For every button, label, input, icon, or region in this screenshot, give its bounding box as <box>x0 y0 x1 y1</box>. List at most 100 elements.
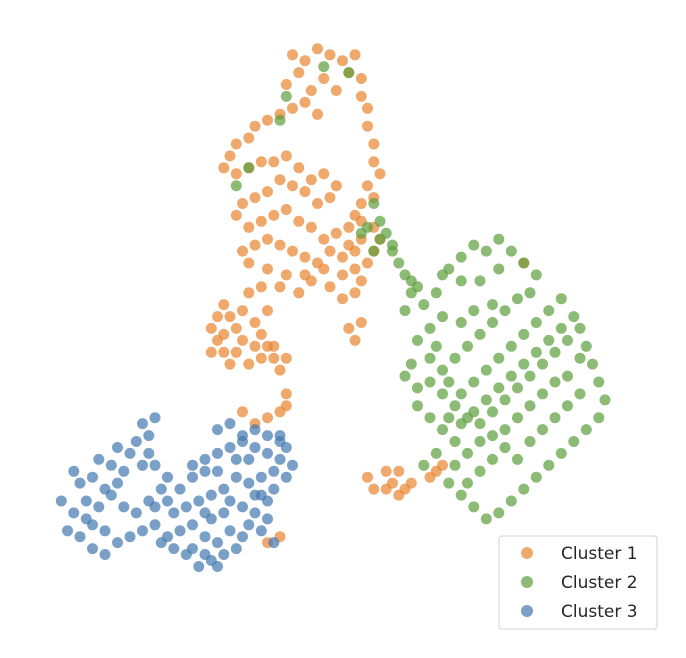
point-s2-43 <box>512 382 523 394</box>
point-s3-76 <box>199 465 211 477</box>
point-s1-33 <box>230 168 242 180</box>
point-s1-86 <box>274 281 286 293</box>
point-s1-5 <box>349 49 361 61</box>
point-s1-0 <box>287 49 298 61</box>
point-s2-131 <box>574 352 586 364</box>
point-s1-21 <box>355 198 367 209</box>
point-s2-26 <box>505 245 517 257</box>
point-s3-50 <box>262 447 273 459</box>
point-s2-111 <box>455 418 467 430</box>
point-s2-44 <box>524 370 536 382</box>
legend-label-2: Cluster 2 <box>561 573 638 593</box>
legend-marker-2 <box>521 576 533 588</box>
point-s1-2 <box>312 43 323 55</box>
point-s1-84 <box>305 275 317 287</box>
point-s2-45 <box>537 358 548 370</box>
point-s2-56 <box>555 447 567 459</box>
point-s2-108 <box>493 382 505 394</box>
point-s2-46 <box>549 346 561 358</box>
point-s1-72 <box>262 263 273 275</box>
point-s1-87 <box>255 281 267 293</box>
point-s1-54 <box>280 204 292 215</box>
point-s3-34 <box>193 561 205 572</box>
point-s3-20 <box>112 537 123 549</box>
point-s3-54 <box>243 477 255 489</box>
point-s1-28 <box>249 120 261 132</box>
point-s3-22 <box>137 525 148 537</box>
point-s1-104 <box>255 328 267 340</box>
point-s2-73 <box>537 424 548 436</box>
point-s2-110 <box>468 406 480 418</box>
point-s1-25 <box>287 102 298 114</box>
point-s3-99 <box>262 495 273 507</box>
point-s2-11 <box>412 334 423 346</box>
point-s2-68 <box>474 436 486 447</box>
point-s1-109 <box>268 340 280 352</box>
point-s3-97 <box>224 418 236 430</box>
point-s1-3 <box>324 49 336 61</box>
point-s2-66 <box>449 459 461 471</box>
point-s2-19 <box>474 328 486 340</box>
point-s3-52 <box>268 465 280 477</box>
point-s1-89 <box>337 293 348 305</box>
point-s1-48 <box>249 192 261 204</box>
point-s2-76 <box>574 388 586 400</box>
point-s1-18 <box>374 168 386 180</box>
point-s2-17 <box>449 352 461 364</box>
point-s2-69 <box>487 430 498 442</box>
point-s1-70 <box>237 245 248 257</box>
point-s1-76 <box>337 269 348 281</box>
point-s1-16 <box>368 138 380 150</box>
point-s1-125 <box>349 334 361 346</box>
point-s2-109 <box>480 394 492 406</box>
point-s3-70 <box>280 442 292 453</box>
point-s1-12 <box>355 73 367 84</box>
point-s1-93 <box>212 311 223 323</box>
point-s1-15 <box>362 120 373 132</box>
point-s3-47 <box>224 442 236 453</box>
point-s1-94 <box>205 322 217 334</box>
point-s1-123 <box>355 317 367 328</box>
point-s1-62 <box>337 251 348 263</box>
point-s2-29 <box>468 239 480 251</box>
point-s2-10 <box>424 322 436 334</box>
point-s1-99 <box>237 334 248 346</box>
point-s2-60 <box>505 495 517 507</box>
point-s1-126 <box>362 471 373 483</box>
point-s1-37 <box>280 150 292 162</box>
point-s3-7 <box>118 501 130 513</box>
point-s1-4 <box>337 55 348 67</box>
legend-entry-3: Cluster 3 <box>521 602 638 622</box>
point-s1-97 <box>224 358 236 370</box>
point-s3-86 <box>255 525 267 537</box>
point-s3-78 <box>174 483 186 495</box>
point-s3-74 <box>143 430 155 442</box>
point-s1-108 <box>280 352 292 364</box>
point-s3-28 <box>212 537 223 549</box>
point-s2-91 <box>418 459 430 471</box>
point-s2-0 <box>393 257 405 269</box>
point-s1-39 <box>305 174 317 186</box>
point-s1-35 <box>255 156 267 168</box>
point-s1-52 <box>255 215 267 227</box>
point-s2-126 <box>280 90 292 102</box>
point-s3-38 <box>62 525 73 537</box>
point-s2-54 <box>580 424 592 436</box>
point-s3-37 <box>155 537 167 549</box>
point-s2-71 <box>512 453 523 465</box>
point-s3-53 <box>255 471 267 483</box>
point-s3-72 <box>137 418 148 430</box>
point-s2-40 <box>474 418 486 430</box>
point-s1-103 <box>249 317 261 328</box>
point-s2-36 <box>424 352 436 364</box>
point-s3-44 <box>187 459 198 471</box>
point-s2-102 <box>568 311 580 323</box>
point-s3-27 <box>199 531 211 543</box>
point-s1-114 <box>249 340 261 352</box>
point-s2-113 <box>430 340 442 352</box>
point-s3-46 <box>212 447 223 459</box>
point-s2-112 <box>443 376 455 388</box>
point-s3-21 <box>124 531 136 543</box>
point-s3-1 <box>87 471 98 483</box>
point-s1-32 <box>218 162 230 174</box>
